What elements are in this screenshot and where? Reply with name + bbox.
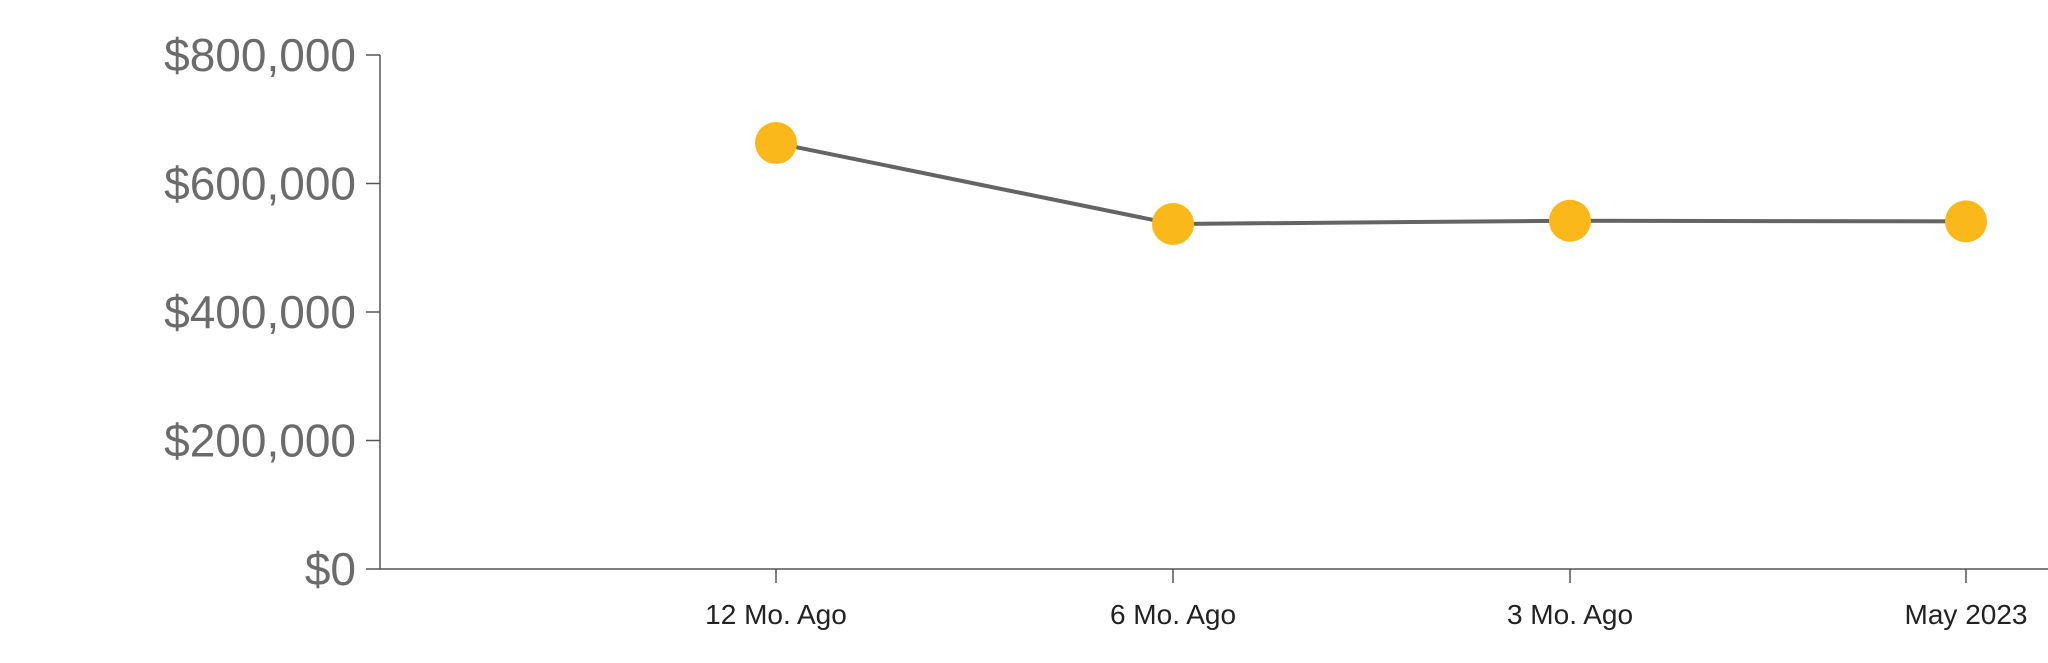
data-point-marker[interactable] bbox=[1549, 199, 1591, 242]
y-axis-tick-label: $0 bbox=[305, 543, 356, 595]
x-axis-tick-label: 12 Mo. Ago bbox=[705, 599, 847, 630]
data-point-marker[interactable] bbox=[1152, 202, 1194, 245]
series-markers-layer bbox=[755, 122, 1987, 245]
x-axis-tick-labels: 12 Mo. Ago 6 Mo. Ago 3 Mo. Ago May 2023 bbox=[705, 599, 2027, 630]
y-axis-tick-label: $600,000 bbox=[164, 158, 356, 210]
y-axis-tick-label: $200,000 bbox=[164, 415, 356, 467]
x-axis-tick-label: May 2023 bbox=[1905, 599, 2028, 630]
y-axis-tick-labels: $0 $200,000 $400,000 $600,000 $800,000 bbox=[164, 29, 356, 595]
data-point-marker[interactable] bbox=[1945, 200, 1987, 243]
axes bbox=[366, 54, 2048, 583]
x-axis-tick-label: 6 Mo. Ago bbox=[1110, 599, 1236, 630]
series-line bbox=[775, 141, 1967, 226]
series-line-layer bbox=[775, 141, 1967, 226]
y-axis-tick-label: $800,000 bbox=[164, 29, 356, 81]
y-axis-tick-label: $400,000 bbox=[164, 286, 356, 338]
x-axis-tick-label: 3 Mo. Ago bbox=[1507, 599, 1633, 630]
data-point-marker[interactable] bbox=[755, 122, 797, 165]
